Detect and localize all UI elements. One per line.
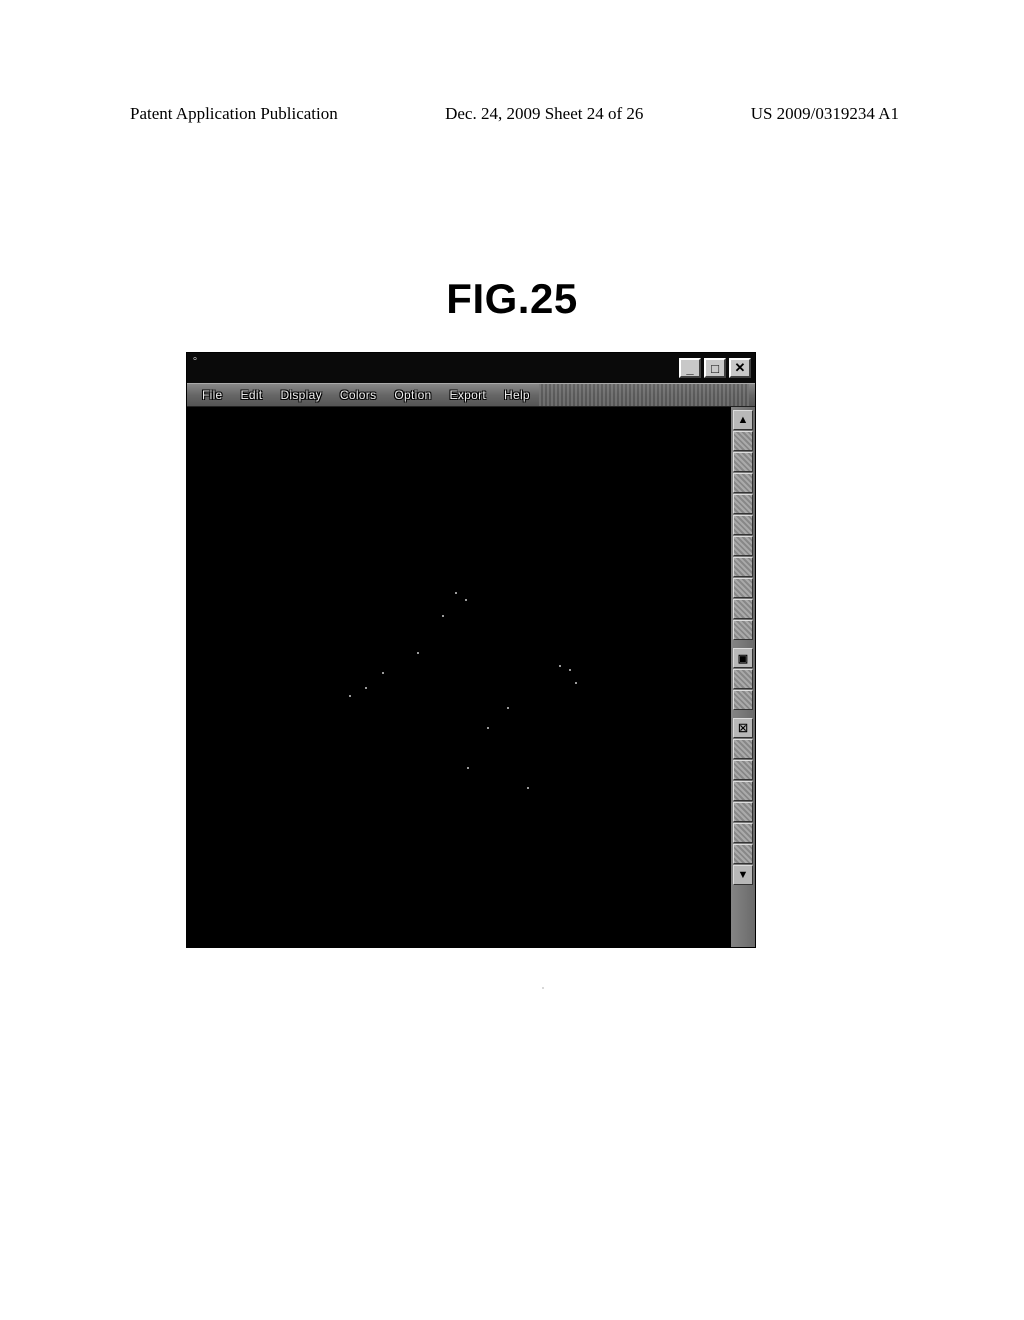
menu-display[interactable]: Display: [271, 386, 330, 404]
data-point: [365, 687, 367, 689]
toolbar-button-12[interactable]: ▣: [733, 648, 753, 668]
right-toolbar: ▲ ▣ ☒ ▼: [731, 407, 755, 947]
data-point: [442, 615, 444, 617]
data-point: [542, 987, 544, 989]
header-left: Patent Application Publication: [130, 104, 338, 124]
data-point: [487, 727, 489, 729]
page-header: Patent Application Publication Dec. 24, …: [0, 104, 1024, 124]
data-point: [349, 695, 351, 697]
toolbar-button-20[interactable]: [733, 802, 753, 822]
menu-file[interactable]: File: [193, 386, 232, 404]
toolbar-button-10[interactable]: [733, 620, 753, 640]
application-window: ° _ □ ✕ File Edit Display Colors Option …: [186, 352, 756, 948]
system-menu-icon[interactable]: °: [193, 357, 213, 377]
header-right: US 2009/0319234 A1: [751, 104, 899, 124]
data-point: [527, 787, 529, 789]
data-point: [575, 682, 577, 684]
data-point: [382, 672, 384, 674]
menubar: File Edit Display Colors Option Export H…: [187, 383, 755, 407]
toolbar-button-9[interactable]: [733, 599, 753, 619]
toolbar-button-7[interactable]: [733, 557, 753, 577]
toolbar-button-8[interactable]: [733, 578, 753, 598]
titlebar: ° _ □ ✕: [187, 353, 755, 383]
toolbar-button-5[interactable]: [733, 515, 753, 535]
menu-option[interactable]: Option: [385, 386, 440, 404]
toolbar-button-2[interactable]: [733, 452, 753, 472]
toolbar-button-19[interactable]: [733, 781, 753, 801]
close-button[interactable]: ✕: [729, 358, 751, 378]
menu-help[interactable]: Help: [495, 386, 539, 404]
toolbar-button-0[interactable]: ▲: [733, 410, 753, 430]
data-point: [507, 707, 509, 709]
header-center: Dec. 24, 2009 Sheet 24 of 26: [445, 104, 643, 124]
toolbar-button-18[interactable]: [733, 760, 753, 780]
data-point: [465, 599, 467, 601]
menu-edit[interactable]: Edit: [232, 386, 272, 404]
data-point: [559, 665, 561, 667]
toolbar-button-17[interactable]: [733, 739, 753, 759]
toolbar-button-16[interactable]: ☒: [733, 718, 753, 738]
toolbar-button-3[interactable]: [733, 473, 753, 493]
maximize-button[interactable]: □: [704, 358, 726, 378]
viewport[interactable]: [187, 407, 731, 947]
toolbar-button-13[interactable]: [733, 669, 753, 689]
menu-export[interactable]: Export: [441, 386, 495, 404]
toolbar-button-1[interactable]: [733, 431, 753, 451]
figure-label: FIG.25: [0, 275, 1024, 323]
toolbar-button-22[interactable]: [733, 844, 753, 864]
data-point: [417, 652, 419, 654]
menu-colors[interactable]: Colors: [331, 386, 385, 404]
data-point: [467, 767, 469, 769]
menubar-grip: [539, 384, 749, 406]
toolbar-button-14[interactable]: [733, 690, 753, 710]
toolbar-button-23[interactable]: ▼: [733, 865, 753, 885]
toolbar-button-21[interactable]: [733, 823, 753, 843]
toolbar-button-6[interactable]: [733, 536, 753, 556]
minimize-button[interactable]: _: [679, 358, 701, 378]
toolbar-button-4[interactable]: [733, 494, 753, 514]
data-point: [569, 669, 571, 671]
data-point: [455, 592, 457, 594]
